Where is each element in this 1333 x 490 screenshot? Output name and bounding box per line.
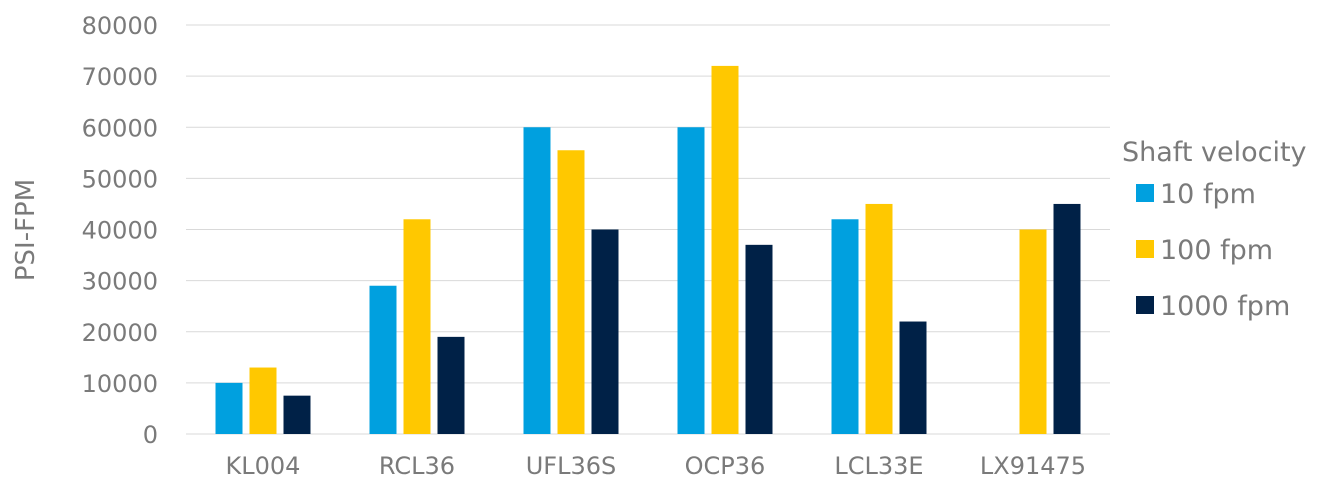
bar-lx91475-100-fpm xyxy=(1019,229,1047,434)
legend-swatch xyxy=(1136,184,1154,202)
y-tick-label: 30000 xyxy=(82,268,158,296)
x-tick-label: LX91475 xyxy=(980,452,1086,480)
legend-label: 1000 fpm xyxy=(1160,291,1290,322)
y-axis-ticks: 0 10000 20000 30000 40000 50000 60000 70000 8000… xyxy=(82,12,158,449)
y-tick-label: 40000 xyxy=(82,217,158,245)
bar-ocp36-10-fpm xyxy=(677,127,705,434)
y-tick-label: 70000 xyxy=(82,63,158,91)
bar-lcl33e-100-fpm xyxy=(865,203,893,434)
legend-swatch xyxy=(1136,296,1154,314)
legend-title: Shaft velocity xyxy=(1122,137,1307,168)
bar-rcl36-100-fpm xyxy=(403,219,431,434)
y-tick-label: 50000 xyxy=(82,165,158,193)
bar-rcl36-1000-fpm xyxy=(437,336,465,434)
bar-ufl36s-100-fpm xyxy=(557,150,585,434)
legend-items: 10 fpm 100 fpm 1000 fpm xyxy=(1136,179,1290,322)
bar-ufl36s-10-fpm xyxy=(523,127,551,434)
bar-lcl33e-1000-fpm xyxy=(899,321,927,434)
bar-ocp36-100-fpm xyxy=(711,65,739,435)
bars xyxy=(215,65,1081,435)
x-tick-label: UFL36S xyxy=(526,452,617,480)
x-tick-label: LCL33E xyxy=(834,452,923,480)
legend: Shaft velocity 10 fpm 100 fpm 1000 fpm xyxy=(1122,137,1307,322)
bar-ufl36s-1000-fpm xyxy=(591,229,619,434)
bar-ocp36-1000-fpm xyxy=(745,244,773,434)
legend-swatch xyxy=(1136,240,1154,258)
bar-rcl36-10-fpm xyxy=(369,285,397,434)
y-tick-label: 60000 xyxy=(82,114,158,142)
bar-kl004-100-fpm xyxy=(249,367,277,434)
x-tick-label: KL004 xyxy=(226,452,301,480)
bar-kl004-1000-fpm xyxy=(283,395,311,434)
gridlines xyxy=(186,24,1110,435)
y-tick-label: 80000 xyxy=(82,12,158,40)
y-axis-title: PSI-FPM xyxy=(11,179,41,281)
x-tick-label: OCP36 xyxy=(685,452,766,480)
y-tick-label: 10000 xyxy=(82,370,158,398)
bar-kl004-10-fpm xyxy=(215,382,243,434)
legend-label: 100 fpm xyxy=(1160,235,1273,266)
legend-label: 10 fpm xyxy=(1160,179,1256,210)
y-tick-label: 20000 xyxy=(82,319,158,347)
bar-lcl33e-10-fpm xyxy=(831,219,859,434)
y-tick-label: 0 xyxy=(143,421,158,449)
bar-lx91475-1000-fpm xyxy=(1053,203,1081,434)
x-tick-label: RCL36 xyxy=(379,452,455,480)
x-axis-ticks: KL004 RCL36 UFL36S OCP36 LCL33E LX91475 xyxy=(226,452,1087,480)
